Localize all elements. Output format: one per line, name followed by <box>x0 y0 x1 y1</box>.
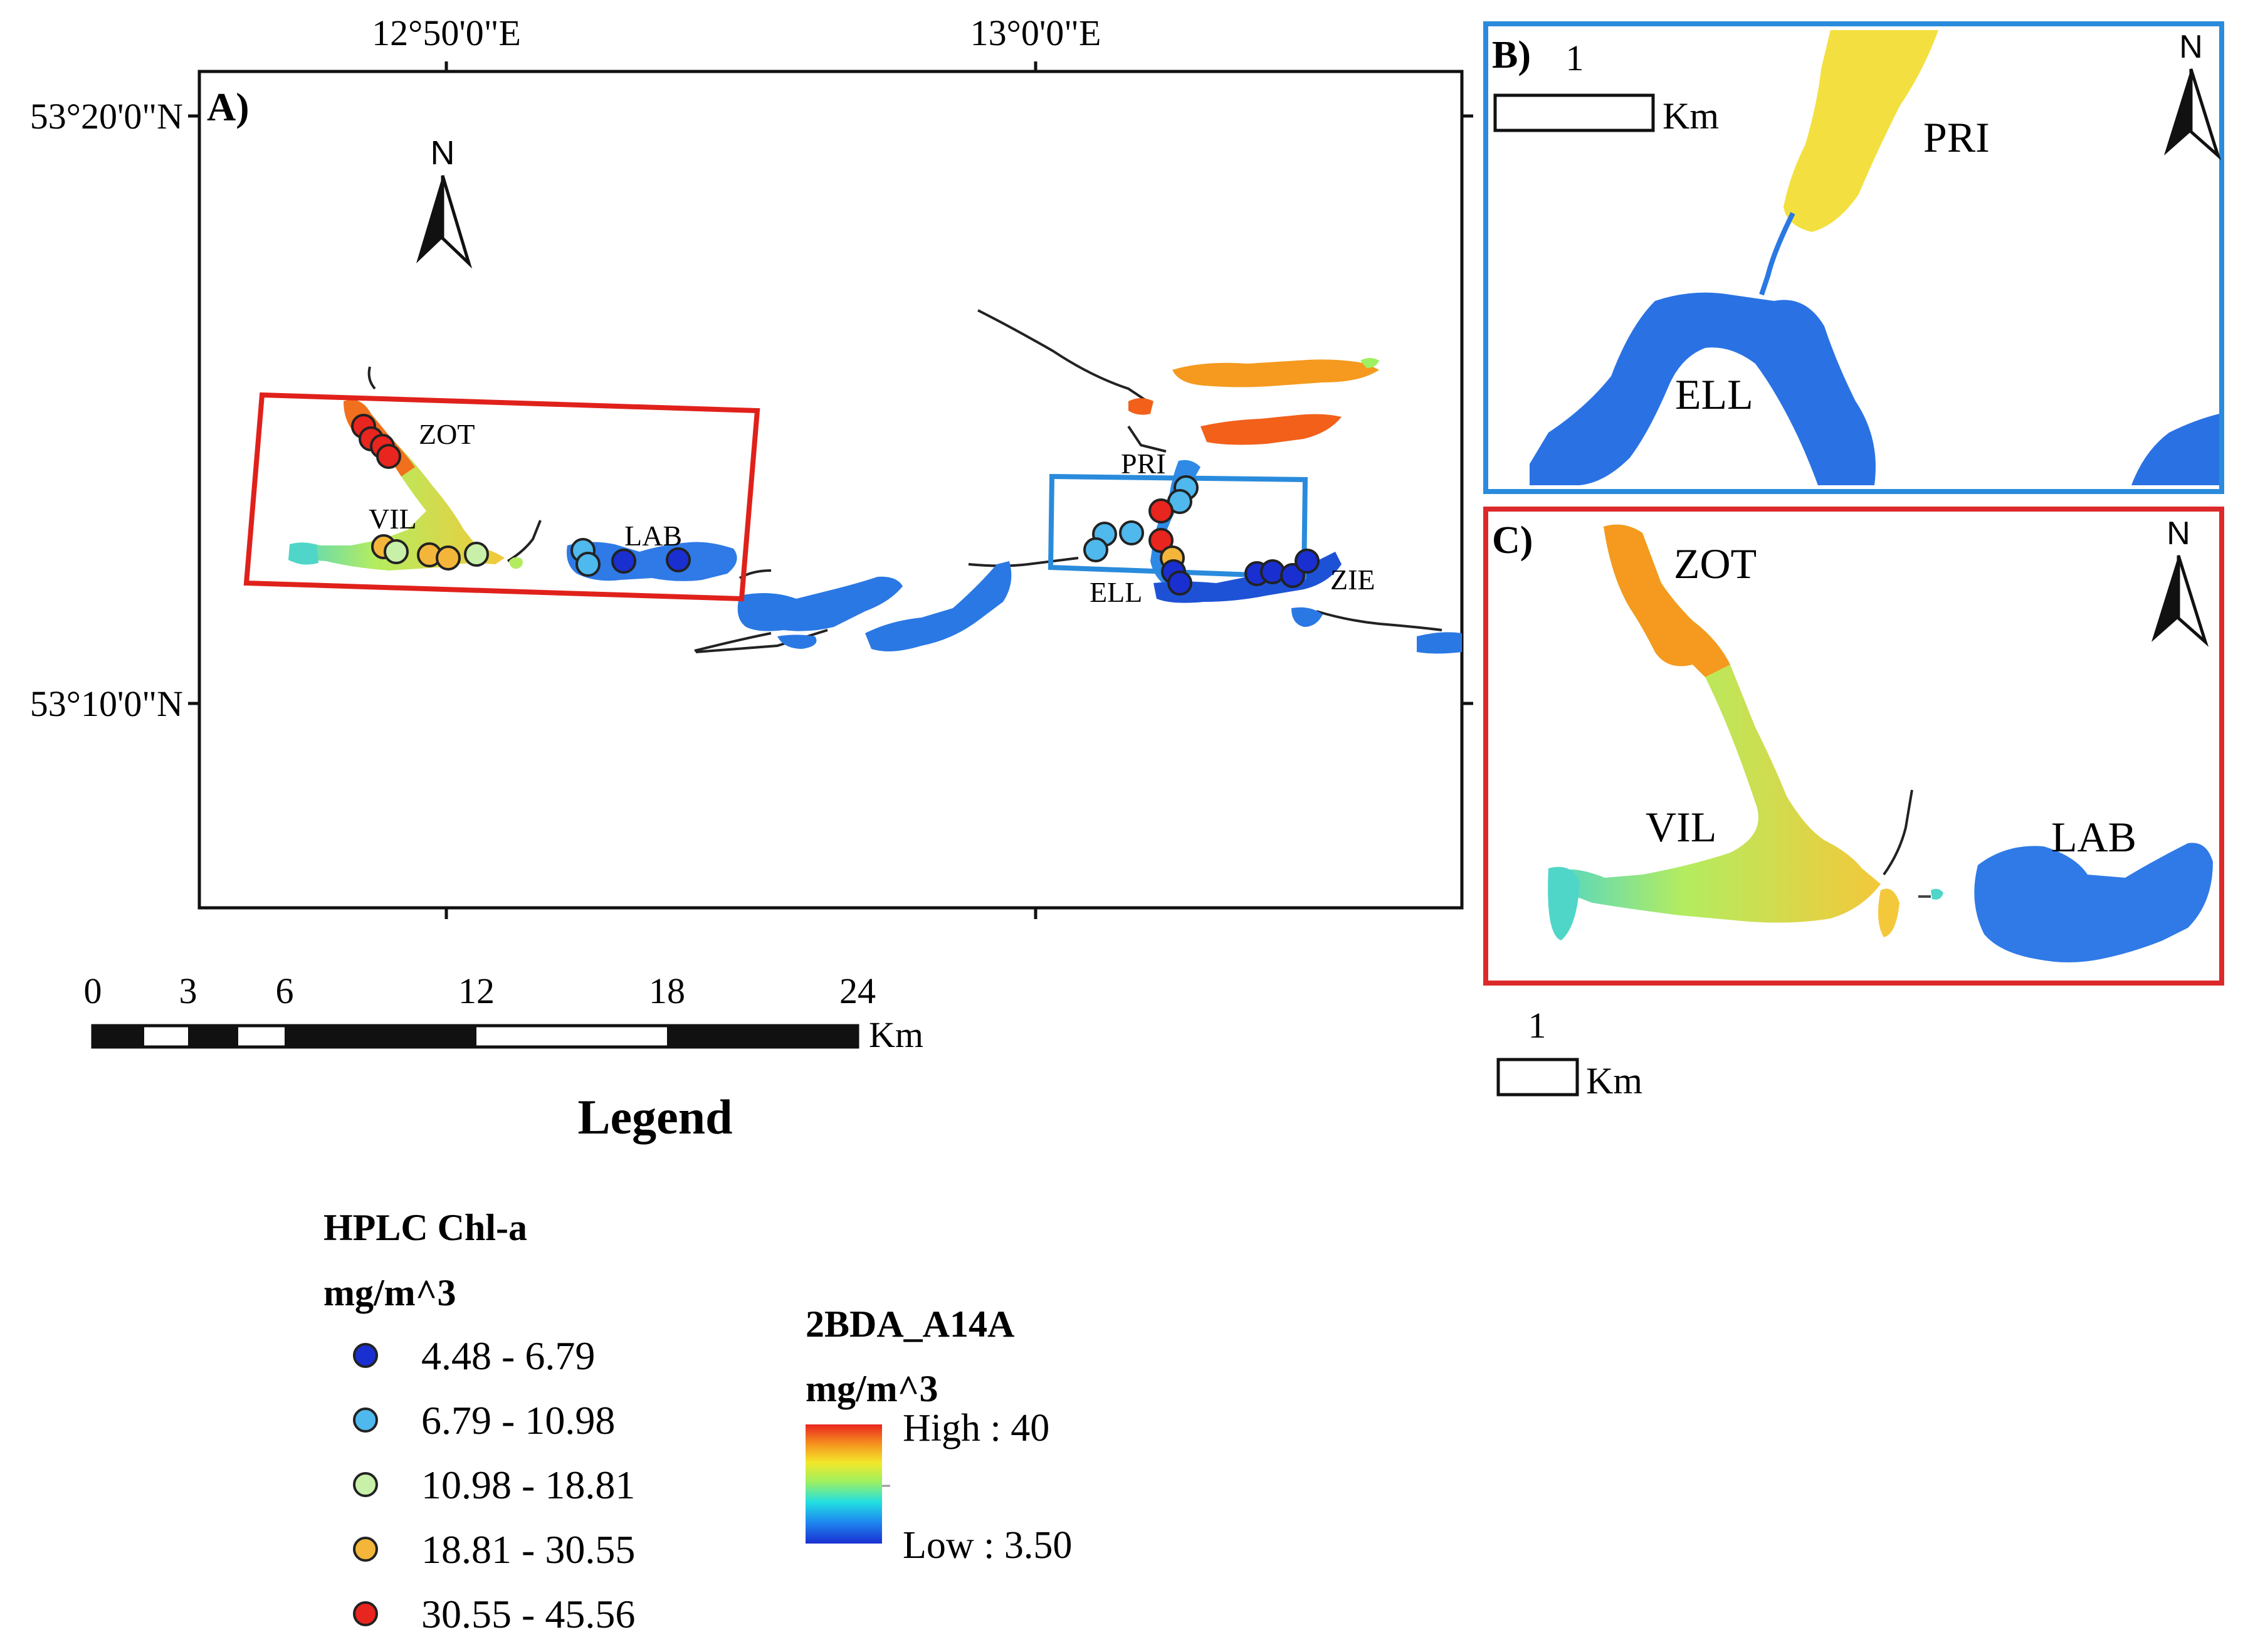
lake-label-ell: ELL <box>1090 576 1142 608</box>
lake-label-pri: PRI <box>1121 448 1166 480</box>
hplc-legend-range: 30.55 - 45.56 <box>421 1592 635 1636</box>
lake-lab-shape <box>567 542 737 581</box>
study-area-red-box <box>243 392 760 602</box>
panel-b-north-arrow-icon: N <box>2164 29 2222 160</box>
hplc-legend-range: 6.79 - 10.98 <box>421 1398 615 1443</box>
sampling-points <box>351 414 1320 596</box>
hplc-legend-swatch <box>353 1407 378 1433</box>
svg-text:N: N <box>2179 29 2203 65</box>
panel-a-frame <box>197 70 1464 910</box>
lat-tick-label-2: 53°10'0"N <box>30 683 183 724</box>
lon-tick-label-2: 13°0'0"E <box>970 13 1101 53</box>
lake-pri-raster <box>1783 30 1938 232</box>
sample-point <box>436 545 461 571</box>
lake-label-zot: ZOT <box>419 418 475 450</box>
sample-point <box>384 539 409 564</box>
panel-c-lake-label-vil: VIL <box>1646 803 1716 851</box>
panel-b-lake-label-ell: ELL <box>1675 371 1753 418</box>
sample-point <box>575 552 601 577</box>
sample-point <box>611 549 636 574</box>
sample-point <box>1260 559 1285 584</box>
scalebar-unit: Km <box>869 1014 923 1055</box>
sample-point <box>376 444 401 469</box>
lake-ell-raster <box>1530 292 1876 485</box>
panel-c-label: C) <box>1492 519 1533 562</box>
sample-point <box>666 547 691 572</box>
panel-a-scalebar: 0 3 6 12 18 24 Km <box>84 971 924 1055</box>
panel-b-scale-unit: Km <box>1663 95 1719 137</box>
sample-point <box>1148 498 1174 523</box>
lake-label-zie: ZIE <box>1330 564 1375 596</box>
lake-lab-raster <box>1974 843 2213 962</box>
raster-legend-high: High : 40 <box>903 1407 1049 1449</box>
panel-c-lake-label-lab: LAB <box>2051 813 2136 861</box>
sample-point <box>1148 528 1174 553</box>
hplc-legend-swatch <box>353 1601 378 1626</box>
panel-c-scale-unit: Km <box>1586 1060 1642 1102</box>
panel-b-label: B) <box>1492 34 1531 76</box>
svg-text:N: N <box>431 134 455 172</box>
sample-point <box>1295 549 1320 574</box>
panel-c-scale-value: 1 <box>1528 1005 1547 1046</box>
scalebar-tick-12: 12 <box>458 971 495 1011</box>
panel-a-label: A) <box>207 85 250 129</box>
graticule-ticks <box>188 61 1473 919</box>
panel-c: C) ZOT VIL LAB N <box>1483 507 2224 986</box>
raster-legend-low: Low : 3.50 <box>903 1524 1072 1567</box>
central-lakes-shape <box>737 561 1012 651</box>
scalebar-tick-18: 18 <box>649 971 685 1011</box>
raster-legend-title: 2BDA_A14A <box>806 1303 1014 1345</box>
panel-c-scalebar <box>1496 1058 1579 1097</box>
legend: Legend HPLC Chl-a mg/m^3 4.48 - 6.79 6.79… <box>323 1090 1072 1636</box>
panel-c-lake-label-zot: ZOT <box>1674 540 1757 587</box>
lake-label-lab: LAB <box>624 520 682 552</box>
panel-c-north-arrow-icon: N <box>2151 515 2209 647</box>
panel-b: B) 1 Km PRI ELL N <box>1483 21 2224 494</box>
lat-tick-label-1: 53°20'0"N <box>30 96 183 137</box>
panel-b-scale-value: 1 <box>1566 38 1584 78</box>
hplc-legend-swatch <box>353 1472 378 1497</box>
panel-b-lake-label-pri: PRI <box>1923 113 1990 161</box>
sample-point <box>1167 571 1192 596</box>
raster-color-ramp <box>806 1424 882 1544</box>
hplc-legend-swatch <box>353 1537 378 1562</box>
hplc-legend-unit: mg/m^3 <box>323 1272 456 1313</box>
lon-tick-label-1: 12°50'0"E <box>372 13 521 53</box>
scalebar-tick-6: 6 <box>276 971 294 1011</box>
hplc-legend-range: 18.81 - 30.55 <box>421 1527 635 1572</box>
panel-a: A) 12°50'0"E 13°0'0"E 53°20'0"N 53°10'0"… <box>30 13 1473 919</box>
hplc-legend-title: HPLC Chl-a <box>323 1207 527 1248</box>
scalebar-tick-24: 24 <box>839 971 876 1011</box>
sample-point <box>1083 537 1108 562</box>
lake-zot-vil-raster <box>1551 524 1881 932</box>
sample-point <box>1119 520 1144 545</box>
scalebar-tick-3: 3 <box>179 971 197 1011</box>
panel-b-scalebar <box>1493 93 1655 132</box>
svg-text:N: N <box>2167 515 2190 552</box>
sample-point <box>464 542 489 567</box>
north-arrow-icon: N <box>416 134 473 269</box>
raster-legend-unit: mg/m^3 <box>806 1368 938 1409</box>
scalebar-tick-0: 0 <box>84 971 102 1011</box>
hplc-legend-range: 4.48 - 6.79 <box>421 1334 595 1378</box>
hplc-legend-range: 10.98 - 18.81 <box>421 1463 635 1507</box>
legend-title: Legend <box>577 1090 732 1144</box>
hplc-legend-swatch <box>353 1343 378 1368</box>
panel-c-scalebar-group: 1 Km <box>1496 1005 1642 1102</box>
hplc-legend-items: 4.48 - 6.79 6.79 - 10.98 10.98 - 18.81 18.8… <box>353 1334 635 1636</box>
lake-label-vil: VIL <box>369 503 417 535</box>
